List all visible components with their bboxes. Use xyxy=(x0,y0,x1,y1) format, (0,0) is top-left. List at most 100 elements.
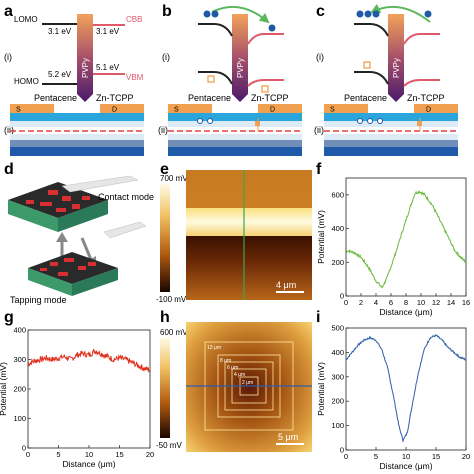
box-label: 6 μm xyxy=(227,365,238,371)
y-tick-label: 0 xyxy=(22,444,26,453)
pentacene-layer xyxy=(10,113,144,121)
x-axis-label: Distance (μm) xyxy=(379,307,432,317)
y-tick-label: 400 xyxy=(331,224,344,233)
map-band-bright xyxy=(186,208,312,236)
panel-letter-e: e xyxy=(160,161,169,178)
pentacene-layer xyxy=(324,113,458,121)
scale-bar-label: 5 μm xyxy=(278,432,298,442)
vbm-label: VBM xyxy=(126,73,144,82)
pentacene-label: Pentacene xyxy=(34,93,77,103)
hole-icon xyxy=(207,75,215,83)
zntcpp-cbb-level xyxy=(247,33,284,45)
electron-icon xyxy=(367,118,373,124)
tapping-device-side-left xyxy=(28,268,72,296)
electron-icon xyxy=(372,10,380,18)
row-label-ii: (ii) xyxy=(158,125,168,135)
row-label-i: (i) xyxy=(4,52,12,62)
zntcpp-vbm-level xyxy=(403,79,440,87)
x-axis-label: Distance (μm) xyxy=(62,459,115,469)
x-tick-label: 10 xyxy=(402,452,410,461)
x-tick-label: 0 xyxy=(26,450,30,459)
electron-icon xyxy=(377,118,383,124)
pvpy-label: PVPy xyxy=(236,58,245,78)
y-tick-label: 100 xyxy=(13,414,26,423)
y-axis-label: Potential (mV) xyxy=(316,210,326,264)
x-tick-label: 20 xyxy=(462,452,470,461)
source-label: S xyxy=(174,107,179,114)
pvpy-layer xyxy=(168,121,302,127)
zntcpp-label: Zn-TCPP xyxy=(407,93,445,103)
x-tick-label: 5 xyxy=(56,450,60,459)
y-tick-label: 0 xyxy=(340,446,344,455)
x-tick-label: 5 xyxy=(374,452,378,461)
y-tick-label: 100 xyxy=(331,421,344,430)
y-axis-label: Potential (mV) xyxy=(0,362,8,416)
electron-icon xyxy=(207,118,213,124)
hole-icon xyxy=(261,85,269,93)
electron-icon xyxy=(197,118,203,124)
pvpy-bar xyxy=(77,14,93,102)
pentacene-lumo-level xyxy=(354,23,389,37)
x-tick-label: 12 xyxy=(432,298,440,307)
panel-letter-h: h xyxy=(160,309,170,326)
box-label: 8 μm xyxy=(220,358,231,364)
panel-letter-d: d xyxy=(4,161,14,178)
x-tick-label: 8 xyxy=(404,298,408,307)
energy-vbm: 5.1 eV xyxy=(96,63,120,72)
panel-h: h 600 mV -50 mV 12 μm 8 μm 6 μm 4 μm 2 μ… xyxy=(156,309,312,452)
x-tick-label: 15 xyxy=(432,452,440,461)
x-tick-label: 4 xyxy=(374,298,378,307)
map-band-dark xyxy=(186,236,312,300)
gate-layer xyxy=(10,147,144,156)
panel-letter-c: c xyxy=(316,3,325,20)
x-axis-label: Distance (μm) xyxy=(379,461,432,471)
y-tick-label: 200 xyxy=(331,397,344,406)
electron-icon xyxy=(203,10,211,18)
afm-cantilever xyxy=(103,221,147,239)
source-electrode xyxy=(10,104,54,113)
series-line xyxy=(345,334,467,443)
pvpy-bar xyxy=(232,14,248,102)
pvpy-layer-lower xyxy=(10,134,144,140)
y-tick-label: 400 xyxy=(331,348,344,357)
tapping-mode-label: Tapping mode xyxy=(10,295,67,305)
colorbar-min-label: -50 mV xyxy=(156,441,182,450)
mode-switch-arrow xyxy=(80,237,94,263)
colorbar xyxy=(160,338,170,438)
y-tick-label: 300 xyxy=(331,372,344,381)
panel-d: d Contact mode xyxy=(4,161,154,305)
box-label: 4 μm xyxy=(234,372,245,378)
pvpy-layer-lower xyxy=(324,134,458,140)
row-label-ii: (ii) xyxy=(4,125,14,135)
series-line xyxy=(345,190,467,289)
panel-c: c (i) PVPy Pentacene Zn-TCPP (ii) S D xyxy=(314,3,458,156)
colorbar-max-label: 600 mV xyxy=(160,328,188,337)
pvpy-label: PVPy xyxy=(392,58,401,78)
colorbar-max-label: 700 mV xyxy=(160,174,188,183)
drain-label: D xyxy=(112,107,117,114)
contact-device-side-right xyxy=(58,200,108,232)
panel-letter-b: b xyxy=(162,3,172,20)
panel-e: e 700 mV -100 mV 4 μm xyxy=(156,161,312,304)
y-tick-label: 400 xyxy=(13,326,26,335)
y-tick-label: 600 xyxy=(331,190,344,199)
row-label-ii: (ii) xyxy=(314,125,324,135)
source-electrode xyxy=(324,104,368,113)
plot-frame xyxy=(27,329,151,449)
zntcpp-label: Zn-TCPP xyxy=(251,93,289,103)
colorbar xyxy=(160,184,170,292)
series-line xyxy=(27,348,151,374)
gate-layer xyxy=(324,147,458,156)
drain-label: D xyxy=(270,107,275,114)
x-tick-label: 10 xyxy=(85,450,93,459)
electron-icon xyxy=(424,10,432,18)
y-tick-label: 0 xyxy=(340,292,344,301)
energy-cbb: 3.1 eV xyxy=(96,27,120,36)
panel-b: b (i) PVPy Pentacene Zn-TCPP (ii) S D xyxy=(158,3,302,156)
source-label: S xyxy=(16,107,21,114)
x-tick-label: 16 xyxy=(462,298,470,307)
al2o3-layer xyxy=(168,140,302,147)
x-tick-label: 0 xyxy=(344,452,348,461)
row-label-i: (i) xyxy=(316,52,324,62)
